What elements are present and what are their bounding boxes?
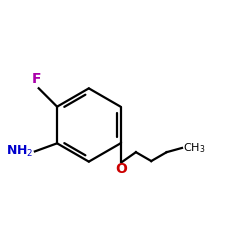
Text: CH$_3$: CH$_3$ bbox=[183, 141, 206, 155]
Text: O: O bbox=[116, 162, 128, 176]
Text: NH$_2$: NH$_2$ bbox=[6, 144, 34, 160]
Text: F: F bbox=[32, 72, 42, 86]
